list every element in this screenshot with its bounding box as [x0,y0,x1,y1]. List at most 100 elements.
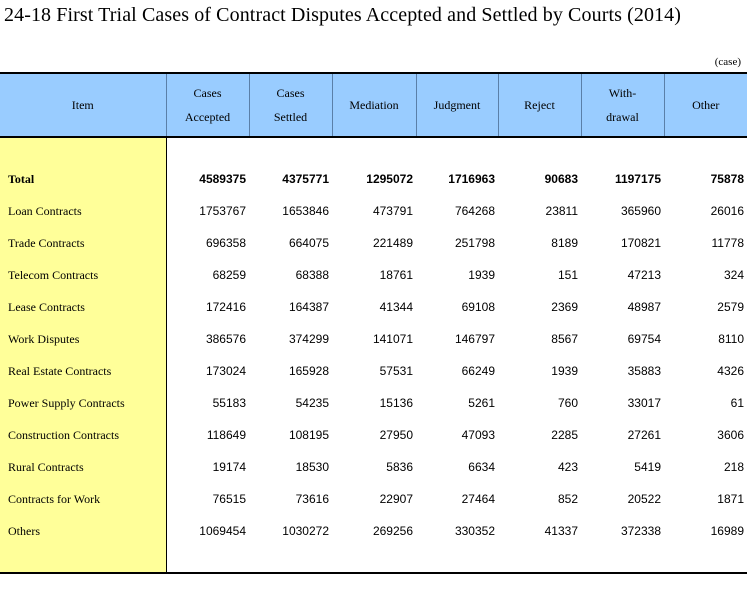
row-item-label: Loan Contracts [0,195,167,227]
spacer-cell [498,547,581,574]
row-item-label: Rural Contracts [0,451,167,483]
spacer-cell [416,547,498,574]
cell-mediation: 57531 [379,364,413,378]
table-header: Item Cases Accepted Cases Settled Mediat… [0,72,747,138]
header-reject: Reject [497,72,581,138]
cell-judgment: 251798 [454,236,495,250]
table-row: Lease Contracts 172416 164387 41344 6910… [0,291,747,323]
cell-withdrawal: 5419 [634,460,661,474]
spacer-cell [166,137,249,163]
spacer-row [0,137,747,163]
cell-other: 11778 [711,236,744,250]
cell-judgment: 146797 [454,332,495,346]
cell-reject: 151 [557,268,578,282]
header-cases-settled-line1: Cases [276,86,305,100]
spacer-cell [332,547,416,574]
table-row: Real Estate Contracts 173024 165928 5753… [0,355,747,387]
cell-cases-settled: 164387 [288,300,329,314]
spacer-item-cell [0,547,167,574]
cell-withdrawal: 372338 [620,524,661,538]
header-mediation-label: Mediation [349,97,399,112]
cell-reject: 760 [557,396,578,410]
header-withdrawal: With- drawal [580,72,664,138]
cell-cases-settled: 68388 [295,268,329,282]
header-cases-settled: Cases Settled [248,72,332,138]
row-item-label: Lease Contracts [0,291,167,323]
row-item-label: Real Estate Contracts [0,355,167,387]
cell-withdrawal: 69754 [627,332,661,346]
table-row: Contracts for Work 76515 73616 22907 274… [0,483,747,515]
spacer-cell [166,547,249,574]
cell-mediation: 15136 [379,396,413,410]
cell-cases-accepted: 4589375 [199,172,246,186]
bottom-spacer-row [0,547,747,574]
cell-mediation: 22907 [379,492,413,506]
spacer-item-cell [0,137,167,163]
cell-withdrawal: 27261 [627,428,661,442]
cell-reject: 423 [557,460,578,474]
cell-reject: 852 [557,492,578,506]
cell-other: 2579 [717,300,744,314]
cell-withdrawal: 365960 [620,204,661,218]
cell-reject: 8567 [551,332,578,346]
cell-other: 218 [723,460,744,474]
cell-judgment: 1939 [468,268,495,282]
cell-cases-accepted: 173024 [205,364,246,378]
cell-other: 324 [723,268,744,282]
cell-judgment: 764268 [454,204,495,218]
table-row: Loan Contracts 1753767 1653846 473791 76… [0,195,747,227]
cell-mediation: 41344 [379,300,413,314]
cell-reject: 90683 [544,172,578,186]
cell-cases-accepted: 118649 [206,428,246,442]
header-cases-accepted-line1: Cases [193,86,222,100]
spacer-cell [249,137,332,163]
header-withdrawal-line1: With- [608,86,637,100]
header-other-label: Other [692,97,720,112]
cell-cases-accepted: 68259 [212,268,246,282]
header-mediation: Mediation [331,72,416,138]
table-row: Work Disputes 386576 374299 141071 14679… [0,323,747,355]
header-cases-settled-line2: Settled [273,110,308,124]
table-row-total: Total 4589375 4375771 1295072 1716963 90… [0,163,747,195]
spacer-cell [498,137,581,163]
header-judgment: Judgment [415,72,498,138]
cell-judgment: 66249 [461,364,495,378]
cell-cases-settled: 18530 [295,460,329,474]
data-table: Item Cases Accepted Cases Settled Mediat… [0,72,747,574]
table-row: Others 1069454 1030272 269256 330352 413… [0,515,747,547]
table-row: Trade Contracts 696358 664075 221489 251… [0,227,747,259]
cell-mediation: 473791 [372,204,413,218]
cell-withdrawal: 47213 [627,268,661,282]
cell-cases-settled: 4375771 [282,172,329,186]
row-item-label: Construction Contracts [0,419,167,451]
unit-label: (case) [714,56,741,68]
cell-mediation: 269256 [372,524,413,538]
cell-judgment: 47093 [461,428,495,442]
row-item-label: Telecom Contracts [0,259,167,291]
spacer-cell [249,547,332,574]
cell-reject: 1939 [551,364,578,378]
cell-mediation: 18761 [379,268,413,282]
cell-reject: 2369 [551,300,578,314]
cell-mediation: 221489 [372,236,413,250]
cell-other: 16989 [710,524,744,538]
cell-withdrawal: 33017 [627,396,661,410]
row-item-label: Total [0,163,167,195]
cell-cases-settled: 73616 [295,492,329,506]
cell-other: 61 [730,396,744,410]
cell-reject: 2285 [551,428,578,442]
table-row: Telecom Contracts 68259 68388 18761 1939… [0,259,747,291]
cell-mediation: 1295072 [366,172,413,186]
cell-withdrawal: 1197175 [614,172,661,186]
cell-cases-settled: 165928 [288,364,329,378]
header-judgment-label: Judgment [433,97,481,112]
cell-cases-settled: 108195 [288,428,329,442]
row-item-label: Others [0,515,167,547]
cell-judgment: 330352 [454,524,495,538]
cell-judgment: 1716963 [448,172,495,186]
cell-withdrawal: 35883 [627,364,661,378]
cell-cases-settled: 1030272 [282,524,329,538]
header-item: Item [0,72,166,138]
cell-judgment: 5261 [468,396,495,410]
header-row: Item Cases Accepted Cases Settled Mediat… [0,72,747,138]
